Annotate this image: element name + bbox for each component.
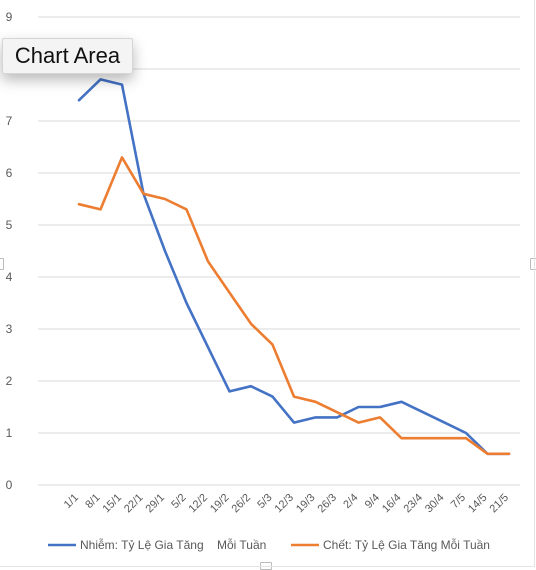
x-tick-label: 19/3 <box>294 492 318 516</box>
resize-handle-bottom[interactable] <box>260 562 272 570</box>
chart-area-tooltip: Chart Area <box>2 38 133 74</box>
series-line-infections <box>77 78 511 456</box>
x-tick-label: 14/5 <box>466 492 490 516</box>
x-tick-label: 30/4 <box>423 492 447 516</box>
y-tick-label: 0 <box>6 478 13 492</box>
x-tick-label: 16/4 <box>380 492 404 516</box>
y-tick-label: 4 <box>6 270 13 284</box>
y-tick-label: 2 <box>6 374 13 388</box>
legend-label: Nhiễm: Tỷ Lệ Gia Tăng Mỗi Tuần <box>80 537 266 552</box>
y-tick-label: 6 <box>6 166 13 180</box>
x-tick-label: 21/5 <box>487 492 511 516</box>
x-tick-label: 5/2 <box>169 492 188 511</box>
x-tick-label: 5/3 <box>255 492 274 511</box>
x-tick-label: 26/3 <box>315 492 339 516</box>
y-tick-label: 5 <box>6 218 13 232</box>
x-tick-label: 8/1 <box>83 492 102 511</box>
y-tick-label: 7 <box>6 114 13 128</box>
legend: Nhiễm: Tỷ Lệ Gia Tăng Mỗi Tuần Chết: Tỷ L… <box>48 537 490 552</box>
y-tick-label: 1 <box>6 426 13 440</box>
x-tick-label: 12/2 <box>186 492 210 516</box>
x-tick-label: 12/3 <box>272 492 296 516</box>
x-tick-label: 7/5 <box>449 492 468 511</box>
x-tick-label: 1/1 <box>62 492 81 511</box>
legend-label: Chết: Tỷ Lệ Gia Tăng Mỗi Tuần <box>323 537 490 552</box>
x-tick-label: 9/4 <box>363 492 382 511</box>
x-tick-label: 19/2 <box>208 492 232 516</box>
series-lines <box>77 78 511 456</box>
x-tick-label: 29/1 <box>143 492 167 516</box>
x-tick-label: 23/4 <box>401 492 425 516</box>
y-tick-label: 3 <box>6 322 13 336</box>
x-axis-tick-labels: 1/1 8/115/122/129/1 5/212/219/226/2 5/312/3… <box>62 492 511 516</box>
x-tick-label: 2/4 <box>341 492 360 511</box>
gridlines <box>38 16 520 486</box>
y-axis-tick-labels: 0123456789 <box>6 10 13 492</box>
resize-handle-right[interactable] <box>530 258 536 270</box>
x-tick-label: 26/2 <box>229 492 253 516</box>
x-tick-label: 15/1 <box>100 492 124 516</box>
x-tick-label: 22/1 <box>122 492 146 516</box>
y-tick-label: 9 <box>6 10 13 24</box>
resize-handle-left[interactable] <box>0 258 4 270</box>
series-line-deaths <box>77 156 511 456</box>
